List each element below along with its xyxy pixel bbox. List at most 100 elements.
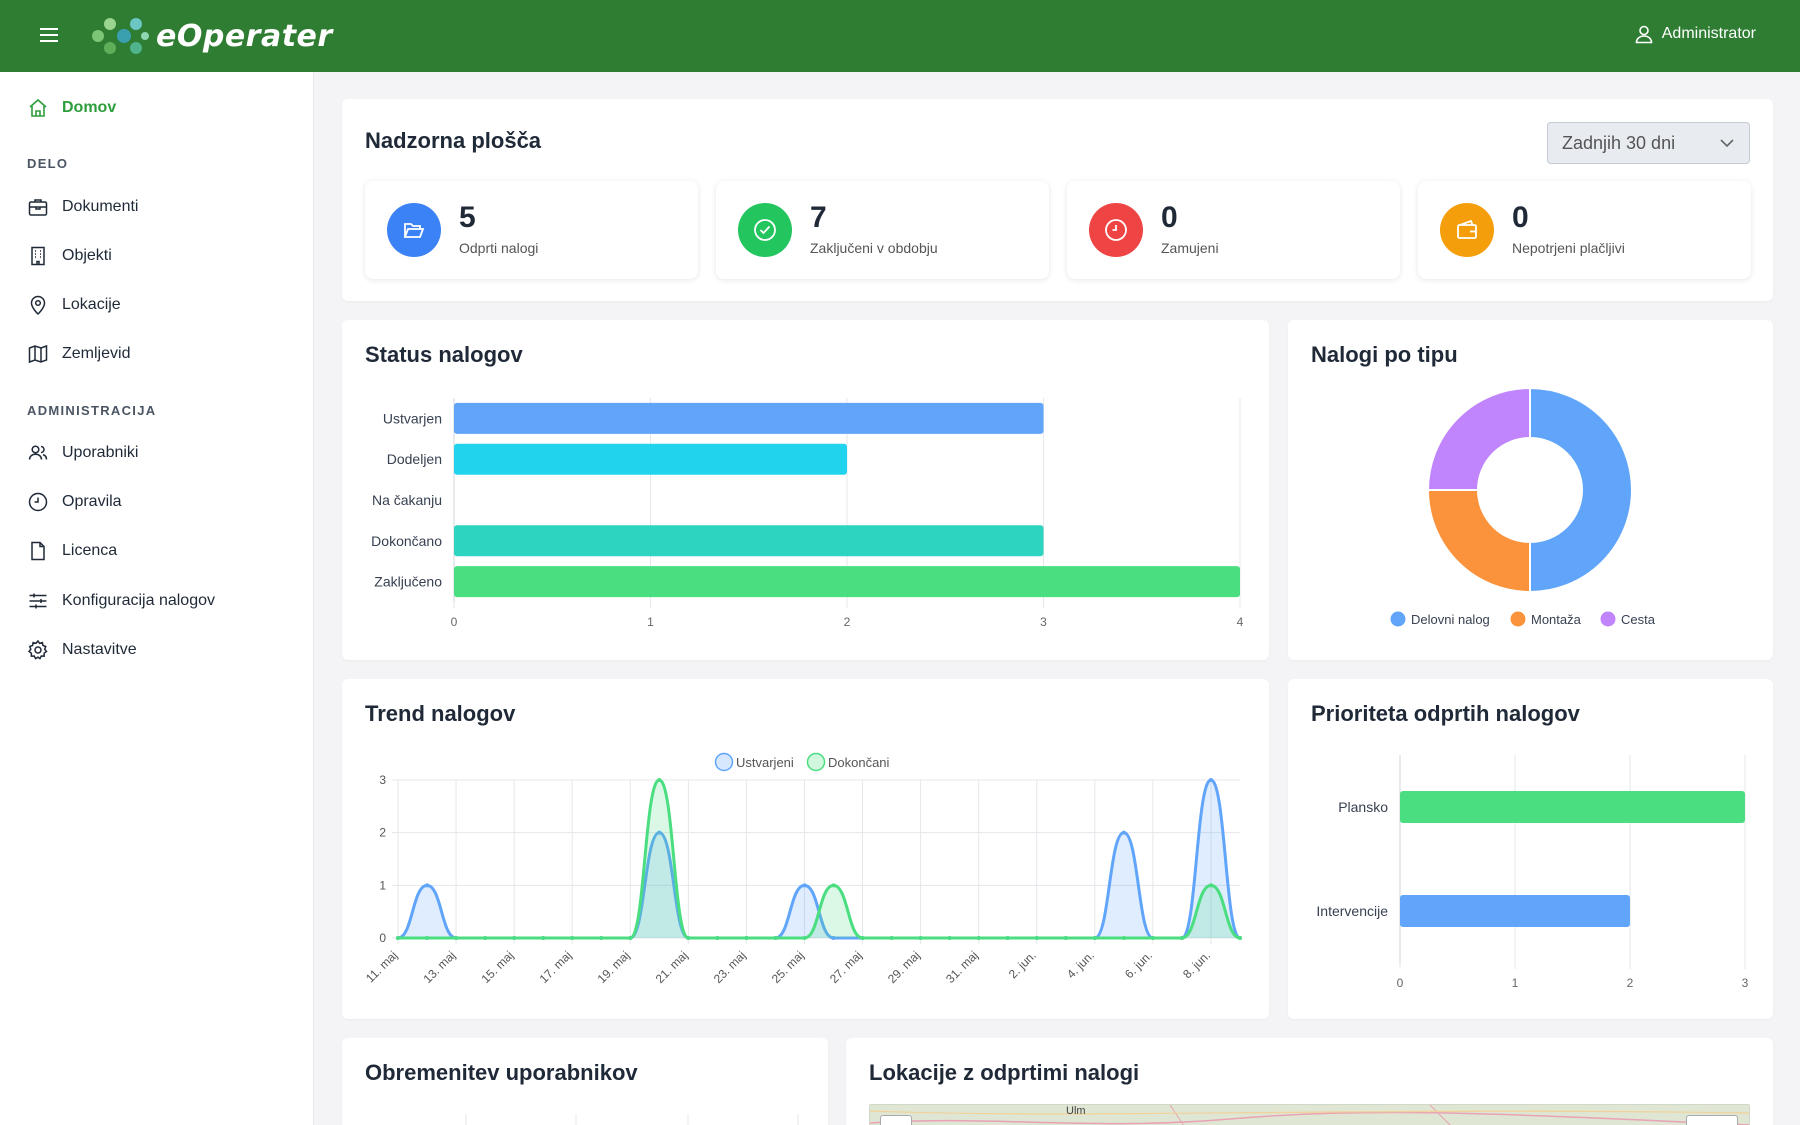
map-view[interactable]: Ulm [869,1104,1750,1125]
sidebar: Domov DELO Dokumenti Objekti Lokacije Ze… [0,72,314,1125]
stat-card-unconfirmed[interactable]: 0 Nepotrjeni plačljivi [1418,181,1751,279]
gear-icon [26,638,50,662]
card-title: Trend nalogov [365,701,516,726]
x-tick-label: 6. jun. [1122,948,1155,981]
stat-card-closed[interactable]: 7 Zaključeni v obdobju [716,181,1049,279]
stat-value: 7 [810,201,827,234]
card-title: Lokacije z odprtimi nalogi [869,1060,1140,1085]
data-point [802,883,807,888]
sidebar-item-licenca[interactable]: Licenca [26,539,117,563]
sidebar-item-uporabniki[interactable]: Uporabniki [26,441,138,465]
hamburger-menu-icon[interactable] [36,24,62,48]
app-name: eOperater [156,18,333,54]
legend-label: Delovni nalog [1411,612,1490,627]
app-logo[interactable]: eOperater [88,14,333,58]
data-point [831,936,836,940]
priority-chart-card: Prioriteta odprtih nalogov 0 1 2 3 Plansko In… [1288,679,1773,1019]
sidebar-item-label: Licenca [62,542,118,559]
sidebar-item-nastavitve[interactable]: Nastavitve [26,638,137,662]
sidebar-item-objekti[interactable]: Objekti [26,244,112,268]
sidebar-item-opravila[interactable]: Opravila [26,490,122,514]
legend-label: Ustvarjeni [736,755,794,770]
pie-slice [1426,489,1531,594]
data-point [1121,830,1126,835]
data-point [918,936,923,940]
briefcase-icon [26,195,50,219]
stat-card-open[interactable]: 5 Odprti nalogi [365,181,698,279]
sidebar-item-label: Domov [62,99,117,116]
y-tick-label: Plansko [1338,799,1388,815]
type-donut-chart: Delovni nalog Montaža Cesta [1390,386,1656,627]
stat-card-late[interactable]: 0 Zamujeni [1067,181,1400,279]
data-point [657,830,662,835]
y-tick-label: Ustvarjen [383,410,442,426]
y-tick-label: 2 [379,826,386,840]
sidebar-item-dokumenti[interactable]: Dokumenti [26,195,138,219]
data-point [1092,936,1097,940]
data-point [541,936,546,940]
building-icon [26,244,50,268]
workload-card: Obremenitev uporabnikov [342,1038,828,1125]
bar [454,443,847,475]
legend-swatch [1600,611,1616,627]
data-point [396,936,400,940]
x-tick-label: 2 [844,615,851,629]
legend-swatch [714,752,734,772]
data-point [715,936,720,940]
card-title: Obremenitev uporabnikov [365,1060,638,1085]
map-icon [26,342,50,366]
bar [1400,895,1630,927]
x-tick-label: 27. maj [827,948,865,986]
sidebar-item-zemljevid[interactable]: Zemljevid [26,342,130,366]
y-tick-label: 0 [379,931,386,945]
legend-swatch [806,752,826,772]
top-bar: eOperater Administrator [0,0,1800,72]
sidebar-item-label: Nastavitve [62,641,137,658]
sidebar-section-administracija: ADMINISTRACIJA [27,403,157,418]
data-point [1063,936,1068,940]
map-city-label: Ulm [1066,1105,1086,1117]
period-select[interactable]: Zadnjih 30 dni [1547,122,1750,164]
x-tick-label: 19. maj [595,948,633,986]
legend-label: Cesta [1621,612,1656,627]
x-tick-label: 2. jun. [1006,948,1039,981]
sidebar-item-lokacije[interactable]: Lokacije [26,293,121,317]
data-point [889,936,894,940]
y-tick-label: Dokončano [371,533,442,549]
wallet-icon [1440,203,1494,257]
map-layers-control[interactable] [1686,1115,1738,1125]
data-point [512,936,517,940]
y-tick-label: Zaključeno [374,574,442,590]
x-tick-label: 17. maj [537,948,575,986]
sidebar-item-konfiguracija-nalogov[interactable]: Konfiguracija nalogov [26,589,215,613]
y-tick-label: 1 [379,878,386,892]
map-zoom-control[interactable] [880,1115,912,1125]
data-point [773,936,778,940]
x-tick-label: 0 [1397,976,1404,990]
data-point [628,936,633,940]
data-point [1208,883,1213,888]
x-tick-label: 25. maj [769,948,807,986]
pie-slice [1426,386,1531,491]
legend-label: Montaža [1531,612,1582,627]
sidebar-item-label: Zemljevid [62,345,131,362]
series-line [398,778,1241,940]
card-title: Status nalogov [365,342,523,367]
y-tick-label: Intervencije [1316,903,1388,919]
data-point [686,936,691,940]
workload-chart-grid [465,1114,799,1125]
x-tick-label: 8. jun. [1180,948,1213,981]
stat-value: 5 [459,201,476,234]
user-menu[interactable]: Administrator [1634,24,1756,44]
y-tick-label: Na čakanju [372,492,442,508]
folder-open-icon [387,203,441,257]
x-tick-label: 13. maj [420,948,458,986]
check-circle-icon [738,203,792,257]
status-chart-card: Status nalogov 0 1 2 3 4 Ustvarjen Dodeljen Na … [342,320,1269,660]
data-point [802,936,807,940]
data-point [570,936,575,940]
sidebar-item-home[interactable]: Domov [26,96,116,120]
data-point [1238,936,1242,940]
x-tick-label: 0 [451,615,458,629]
home-icon [26,96,50,120]
